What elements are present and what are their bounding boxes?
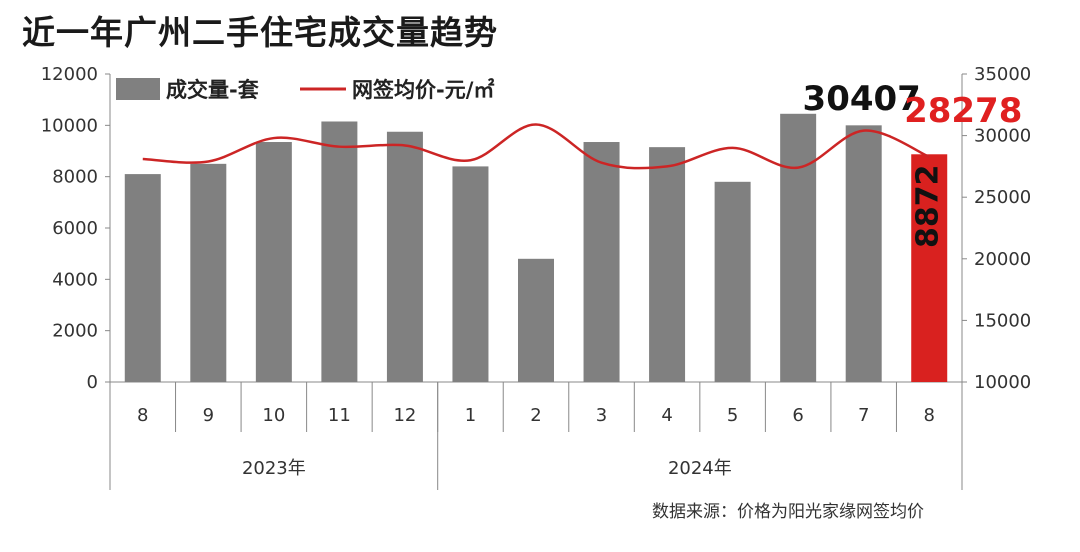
bar — [452, 166, 489, 382]
x-tick-label: 12 — [393, 405, 416, 426]
bar — [321, 121, 358, 382]
bar — [911, 154, 948, 382]
x-tick-label: 6 — [792, 405, 803, 426]
bar — [518, 258, 554, 382]
y-left-tick-label: 2000 — [52, 321, 98, 342]
x-group-label: 2023年 — [242, 458, 306, 479]
bar-series — [124, 113, 948, 383]
bar — [255, 142, 292, 382]
bar — [583, 142, 620, 382]
y-left-tick-label: 4000 — [52, 269, 98, 290]
y-right-tick-label: 15000 — [974, 310, 1031, 331]
x-tick-label: 2 — [530, 405, 541, 426]
y-left-tick-label: 0 — [87, 372, 98, 393]
y-right-tick-label: 20000 — [974, 249, 1031, 270]
x-tick-label: 9 — [203, 405, 214, 426]
x-tick-label: 11 — [328, 405, 351, 426]
y-right-tick-label: 30000 — [974, 126, 1031, 147]
bar — [190, 163, 227, 382]
x-tick-label: 8 — [924, 405, 935, 426]
annotation-peak-price: 30407 — [803, 79, 921, 119]
y-left-tick-label: 12000 — [41, 64, 98, 85]
annotation-last-volume: 8872 — [911, 165, 946, 249]
chart-title: 近一年广州二手住宅成交量趋势 — [22, 13, 498, 52]
legend: 成交量-套 网签均价-元/㎡ — [116, 78, 494, 102]
legend-label-volume: 成交量-套 — [166, 78, 259, 102]
y-left-tick-label: 8000 — [52, 167, 98, 188]
x-tick-label: 5 — [727, 405, 738, 426]
y-left-tick-label: 10000 — [41, 115, 98, 136]
x-tick-label: 1 — [465, 405, 476, 426]
legend-label-price: 网签均价-元/㎡ — [352, 78, 494, 102]
bar — [649, 147, 686, 382]
price-line — [142, 123, 930, 170]
annotation-last-price: 28278 — [904, 91, 1022, 131]
y-right-tick-label: 35000 — [974, 64, 1031, 85]
line-series — [142, 123, 930, 170]
bar — [124, 174, 161, 382]
y-left-tick-label: 6000 — [52, 218, 98, 239]
x-tick-label: 4 — [661, 405, 672, 426]
axes: 0 2000 4000 6000 8000 10000 12000 10000 15000 200… — [41, 64, 1031, 490]
bar — [714, 181, 751, 382]
y-right-tick-label: 10000 — [974, 372, 1031, 393]
source-note: 数据来源：价格为阳光家缘网签均价 — [652, 502, 924, 522]
legend-swatch-bar — [116, 78, 160, 100]
bar — [845, 125, 882, 382]
x-group-label: 2024年 — [668, 458, 732, 479]
bar — [780, 113, 817, 383]
x-tick-label: 8 — [137, 405, 148, 426]
x-tick-label: 10 — [262, 405, 285, 426]
x-tick-label: 3 — [596, 405, 607, 426]
y-right-tick-label: 25000 — [974, 187, 1031, 208]
x-tick-label: 7 — [858, 405, 869, 426]
bar — [386, 131, 423, 382]
